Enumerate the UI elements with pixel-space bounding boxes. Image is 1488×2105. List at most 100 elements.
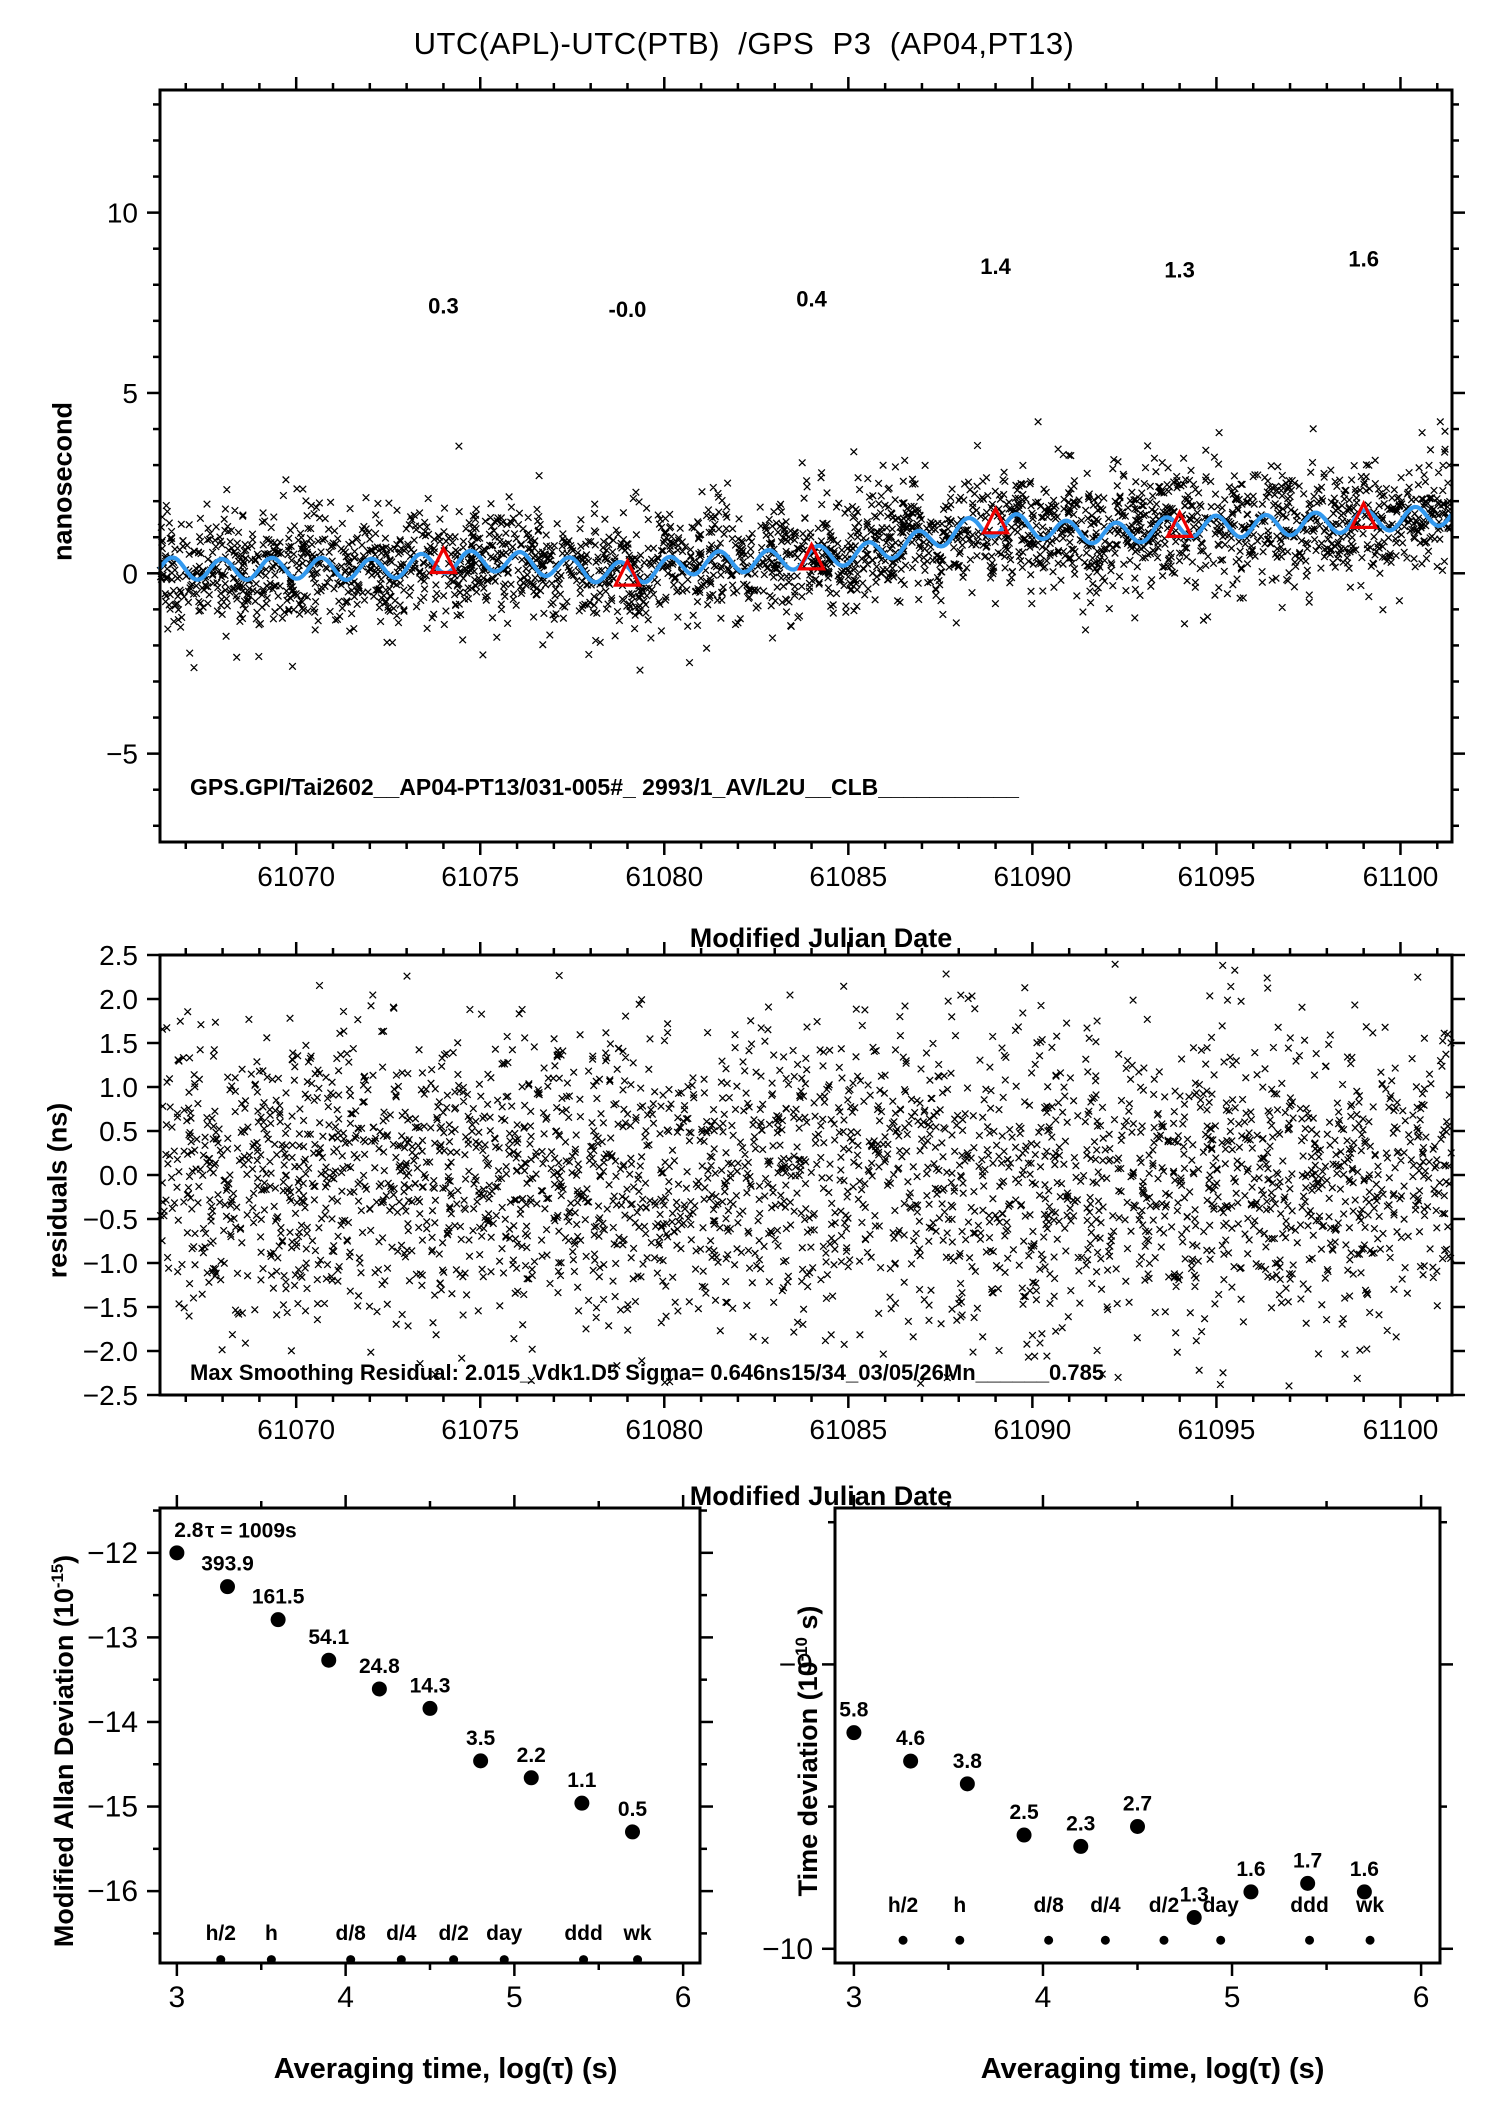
calibration-triangle: [796, 541, 827, 571]
axis-minor-ticks: [153, 83, 1459, 849]
data-point: [220, 1579, 235, 1595]
mdev-y-label-sup: -15: [48, 1563, 67, 1589]
calibration-value-label: 1.6: [1348, 247, 1379, 272]
data-point-value-label: 2.7: [1123, 1793, 1152, 1816]
x-tick-label: 61100: [1363, 1414, 1439, 1445]
y-tick-label: −12: [87, 1537, 138, 1570]
data-point-value-label: 3.5: [466, 1727, 496, 1750]
calibration-triangle: [980, 505, 1011, 535]
y-tick-labels: −12 −13 −14 −15 −16: [87, 1537, 138, 1908]
data-point-value-label: 1.6: [1350, 1858, 1379, 1881]
data-point: [523, 1770, 539, 1786]
main-y-axis-label: nanosecond: [17, 197, 110, 797]
calibration-value-label: 0.3: [428, 294, 459, 319]
page-title: UTC(APL)-UTC(PTB) /GPS P3 (AP04,PT13): [413, 26, 1075, 61]
mdev-chart: h/2 h d/8 d/4 d/2 day ddd wk 2.8 393.9 161.554.1 24…: [87, 1495, 713, 2014]
residuals-scatter-points: [156, 960, 1455, 1390]
time-unit-label: ddd: [1290, 1894, 1328, 1917]
plot-border: [833, 1506, 1442, 1965]
deviation-points: [846, 1725, 1372, 1925]
data-point: [959, 1776, 975, 1792]
data-point-value-label: 2.2: [517, 1744, 546, 1767]
data-point: [574, 1795, 590, 1811]
axis-frame: 61070 61075 61080 61085 61090 61095 61100 −5 0 5 1…: [106, 77, 1465, 892]
x-tick-label: 4: [337, 1981, 354, 2014]
x-tick-label: 6: [675, 1981, 692, 2014]
x-tick-label: 61090: [993, 1414, 1071, 1445]
time-unit-dot: [898, 1935, 908, 1945]
calibration-value-labels: 0.3 -0.0 0.4 1.4 1.3 1.6: [428, 247, 1379, 322]
y-tick-label: 2.0: [99, 984, 138, 1015]
y-tick-label: 0.0: [99, 1160, 138, 1191]
main-x-axis-label: Modified Julian Date: [506, 892, 1106, 985]
main-y-axis-label-text: nanosecond: [47, 401, 78, 562]
time-unit-label: h: [953, 1894, 966, 1917]
mdev-x-axis-label: Averaging time, log(τ) (s): [130, 2020, 730, 2105]
time-unit-label: d/8: [1033, 1894, 1064, 1917]
y-tick-label: 0.5: [99, 1116, 138, 1147]
calibration-value-label: 1.4: [980, 254, 1011, 279]
x-tick-label: 5: [506, 1981, 523, 2014]
x-tick-label: 3: [846, 1981, 863, 2014]
x-tick-label: 61075: [441, 861, 519, 892]
time-unit-markers: h/2 h d/8 d/4 d/2 day ddd wk: [888, 1894, 1384, 1945]
calibration-triangle: [1349, 499, 1379, 529]
x-tick-label: 4: [1035, 1981, 1052, 2014]
y-tick-label: −15: [87, 1791, 138, 1824]
data-point: [1186, 1910, 1202, 1925]
data-point-value-label: 0.5: [618, 1798, 648, 1821]
data-point-value-label: 24.8: [359, 1655, 400, 1678]
x-tick-label: 61090: [993, 861, 1071, 892]
data-point: [169, 1545, 185, 1561]
main-chart: 0.3 -0.0 0.4 1.4 1.3 1.6 GPS.GPI/Tai2602__AP04…: [106, 77, 1465, 892]
data-point-value-label: 1.6: [1236, 1858, 1265, 1881]
y-tick-label: 10: [107, 198, 138, 229]
x-tick-labels: 61070 61075 61080 61085 61090 61095 61100: [257, 861, 1438, 892]
calibration-value-label: 1.3: [1164, 258, 1195, 283]
residuals-x-axis-label-text: Modified Julian Date: [689, 1481, 953, 1511]
time-unit-dot: [1100, 1935, 1110, 1945]
data-point: [1073, 1838, 1089, 1854]
data-point: [321, 1652, 337, 1668]
data-point: [846, 1725, 862, 1741]
time-unit-dot: [955, 1935, 965, 1945]
data-point: [1130, 1819, 1145, 1834]
x-tick-label: 6: [1413, 1981, 1430, 2014]
data-point-value-label: 2.3: [1066, 1812, 1095, 1835]
y-tick-label: −2.0: [83, 1336, 138, 1367]
axis-frame: 3 4 5 6 −9 −10: [762, 1495, 1453, 2014]
y-tick-label: 5: [122, 378, 138, 409]
data-point: [1300, 1875, 1316, 1891]
tdev-x-axis-label-text: Averaging time, log(τ) (s): [980, 2053, 1325, 2085]
mdev-x-axis-label-text: Averaging time, log(τ) (s): [273, 2053, 618, 2085]
y-tick-label: −5: [106, 739, 138, 770]
x-tick-label: 61080: [625, 861, 703, 892]
data-point: [1243, 1884, 1259, 1900]
plot-border: [158, 1506, 702, 1965]
x-tick-label: 61075: [441, 1414, 519, 1445]
time-unit-dot: [1159, 1935, 1169, 1945]
main-x-axis-label-text: Modified Julian Date: [689, 923, 953, 953]
data-point-value-label: 5.8: [839, 1699, 869, 1722]
axis-frame: 61070 61075 61080 61085 61090 61095 611002.52.…: [83, 940, 1465, 1445]
time-unit-markers: h/2 h d/8 d/4 d/2 day ddd wk: [206, 1922, 652, 1965]
data-point-value-label: 2.5: [1009, 1801, 1039, 1824]
time-unit-dot: [1044, 1935, 1054, 1945]
time-unit-label: ddd: [564, 1922, 602, 1945]
time-unit-label: d/4: [1090, 1894, 1121, 1917]
tdev-chart: h/2 h d/8 d/4 d/2 day ddd wk 5.8 4.6 3.8 2.5 2.3 2.7 1…: [762, 1495, 1453, 2014]
calibration-triangle: [612, 557, 643, 587]
x-tick-label: 61080: [625, 1414, 703, 1445]
data-point: [422, 1700, 438, 1716]
data-point: [903, 1753, 919, 1769]
time-unit-dot: [1216, 1935, 1226, 1945]
residuals-chart: Max Smoothing Residual: 2.015_Vdk1.D5 Si…: [83, 940, 1465, 1445]
calibration-value-label: -0.0: [609, 297, 647, 322]
x-tick-label: 61070: [257, 1414, 335, 1445]
x-tick-label: 61095: [1177, 1414, 1255, 1445]
time-unit-dot: [1305, 1935, 1315, 1945]
x-tick-label: 5: [1224, 1981, 1241, 2014]
x-tick-label: 61100: [1363, 861, 1439, 892]
y-tick-label: −14: [87, 1706, 138, 1739]
data-point-value-label: 161.5: [252, 1586, 305, 1609]
